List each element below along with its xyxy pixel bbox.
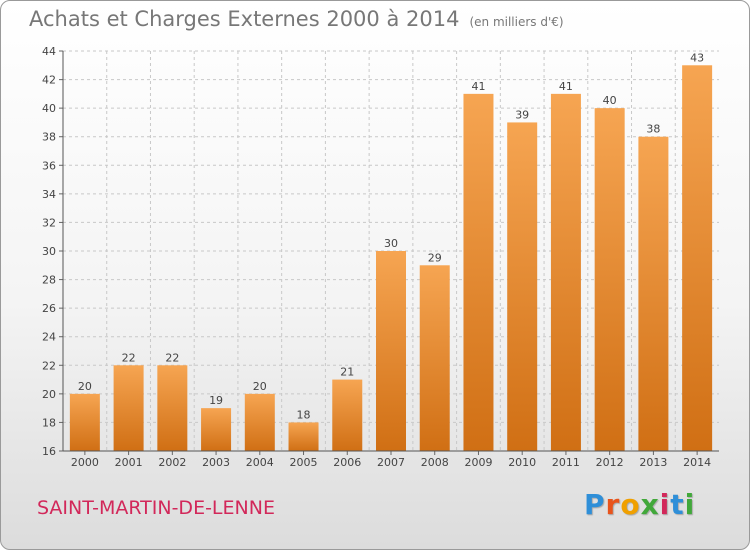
value-label-2006: 21 (340, 366, 354, 379)
value-label-2002: 22 (165, 351, 179, 364)
x-tick-label-2003: 2003 (202, 456, 230, 469)
y-tick-label: 28 (42, 274, 56, 287)
y-tick-label: 30 (42, 245, 56, 258)
x-tick-label-2001: 2001 (115, 456, 143, 469)
bar-2008 (419, 265, 450, 451)
value-label-2001: 22 (122, 351, 136, 364)
logo-letter: t (670, 488, 685, 521)
x-tick-label-2011: 2011 (552, 456, 580, 469)
bar-2011 (550, 93, 581, 451)
bar-2004 (244, 393, 275, 451)
bar-2000 (69, 393, 100, 451)
bar-2003 (201, 408, 232, 451)
x-tick-label-2002: 2002 (158, 456, 186, 469)
x-tick-label-2000: 2000 (71, 456, 99, 469)
x-tick-label-2008: 2008 (421, 456, 449, 469)
y-tick-label: 26 (42, 302, 56, 315)
logo-letter: x (640, 488, 660, 521)
bar-2009 (463, 93, 494, 451)
y-tick-label: 16 (42, 445, 56, 458)
value-label-2000: 20 (78, 380, 92, 393)
x-tick-label-2014: 2014 (683, 456, 711, 469)
x-tick-label-2012: 2012 (596, 456, 624, 469)
value-label-2009: 41 (471, 80, 485, 93)
value-label-2012: 40 (603, 94, 617, 107)
bar-2006 (332, 379, 363, 451)
value-label-2003: 19 (209, 394, 223, 407)
y-tick-label: 22 (42, 359, 56, 372)
logo-letter: i (659, 488, 671, 521)
chart-title-text: Achats et Charges Externes 2000 à 2014 (29, 7, 460, 31)
logo-letter: r (605, 488, 621, 521)
y-tick-label: 32 (42, 216, 56, 229)
value-label-2013: 38 (646, 123, 660, 136)
x-tick-label-2007: 2007 (377, 456, 405, 469)
logo-letter: P (584, 488, 606, 521)
bar-2001 (113, 365, 144, 451)
y-tick-label: 34 (42, 188, 56, 201)
value-label-2011: 41 (559, 80, 573, 93)
value-label-2014: 43 (690, 51, 704, 64)
y-tick-label: 38 (42, 131, 56, 144)
value-label-2010: 39 (515, 108, 529, 121)
bar-2013 (638, 136, 669, 451)
chart-title: Achats et Charges Externes 2000 à 2014 (e… (29, 7, 564, 31)
x-tick-label-2004: 2004 (246, 456, 274, 469)
bar-2007 (376, 251, 406, 451)
value-label-2007: 30 (384, 237, 398, 250)
y-tick-label: 44 (42, 45, 56, 58)
x-tick-label-2006: 2006 (333, 456, 361, 469)
axes: 16 18 20 22 24 26 28 30 32 34 36 38 40 42 44 2000 2001 20… (42, 45, 719, 469)
bar-2012 (594, 108, 625, 452)
logo-letter: o (620, 488, 641, 521)
y-tick-label: 36 (42, 159, 56, 172)
bar-2010 (507, 122, 538, 451)
y-tick-label: 40 (42, 102, 56, 115)
y-tick-label: 24 (42, 331, 56, 344)
logo-letter: i (684, 488, 696, 521)
bar-2002 (157, 365, 188, 451)
proxiti-logo: Proxiti (584, 488, 695, 521)
value-label-2005: 18 (297, 408, 311, 421)
x-tick-label-2010: 2010 (508, 456, 536, 469)
chart-unit: (en milliers d'€) (469, 15, 564, 29)
value-label-2008: 29 (428, 251, 442, 264)
bars (69, 65, 713, 452)
x-tick-label-2013: 2013 (639, 456, 667, 469)
y-tick-label: 18 (42, 416, 56, 429)
y-tick-label: 20 (42, 388, 56, 401)
labels: 20 22 22 19 20 18 21 30 29 41 39 41 40 38 43 (78, 51, 704, 421)
bar-2014 (682, 65, 713, 452)
x-tick-label-2009: 2009 (464, 456, 492, 469)
y-tick-label: 42 (42, 74, 56, 87)
value-label-2004: 20 (253, 380, 267, 393)
bar-2005 (288, 422, 319, 451)
commune-name: SAINT-MARTIN-DE-LENNE (37, 497, 275, 519)
x-tick-label-2005: 2005 (290, 456, 318, 469)
